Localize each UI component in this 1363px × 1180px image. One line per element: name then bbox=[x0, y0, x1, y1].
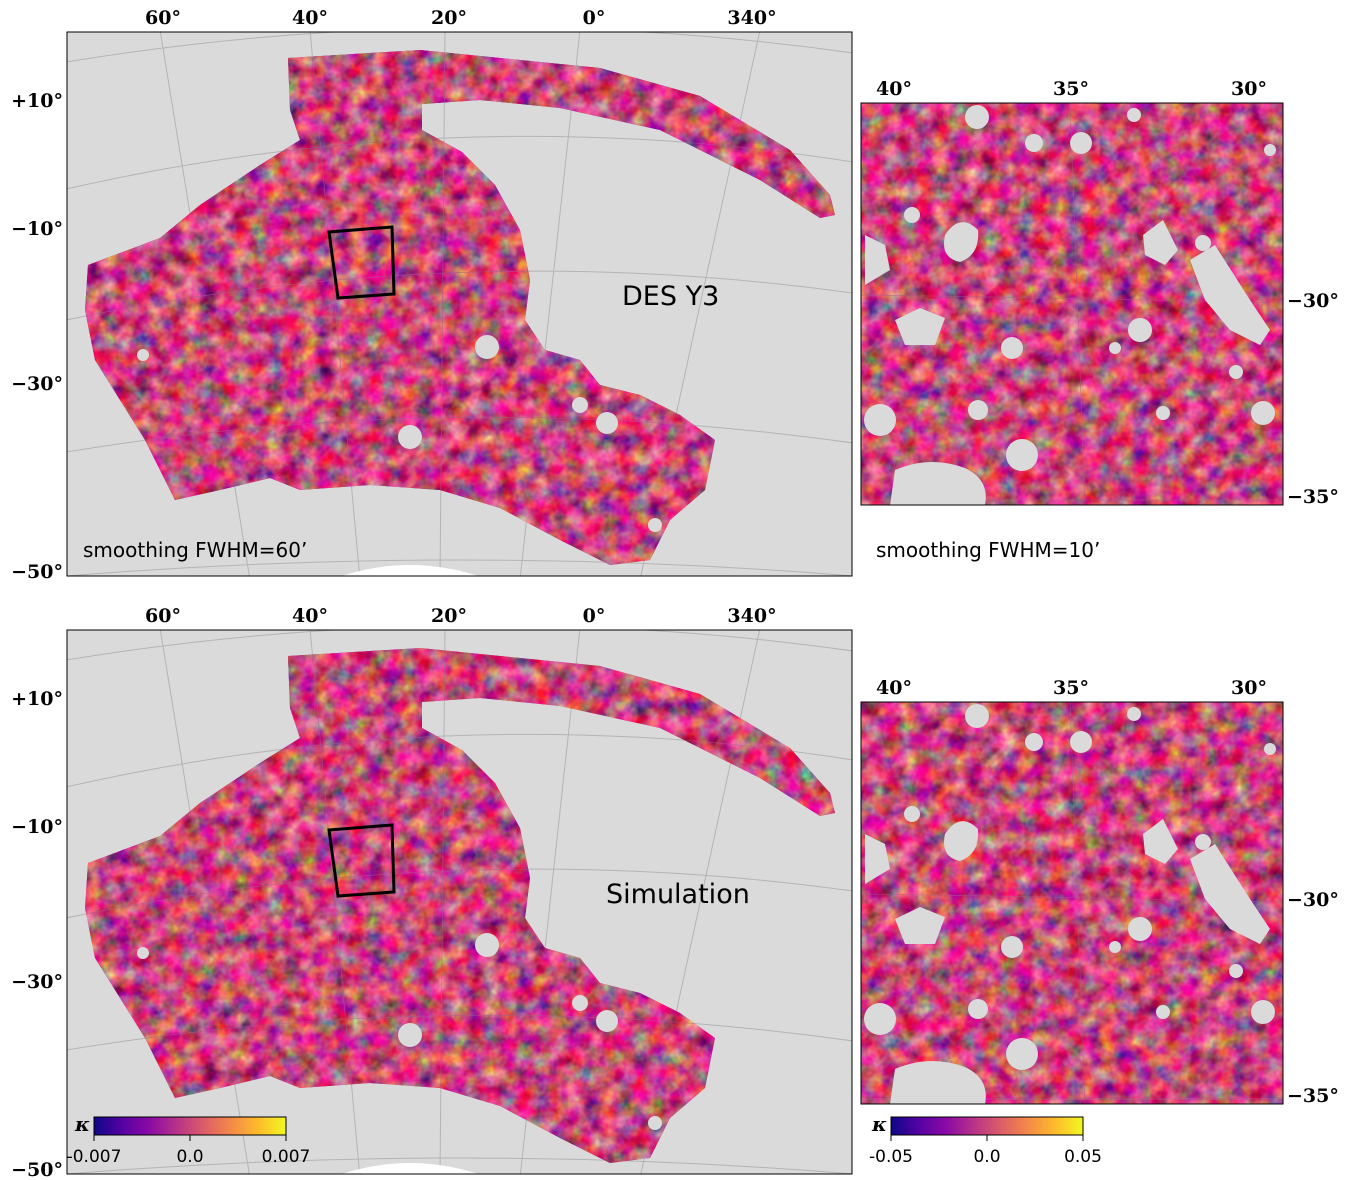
ra-tick-340: 340° bbox=[727, 605, 776, 627]
colorbar-tick-mid: 0.0 bbox=[176, 1147, 203, 1167]
colorbar-gradient bbox=[890, 1116, 1084, 1136]
ra-tick-40: 40° bbox=[292, 7, 328, 29]
zoom-smoothing-label: smoothing FWHM=10’ bbox=[876, 538, 1100, 562]
masked-holes bbox=[137, 335, 662, 532]
colorbar-tick-min: -0.007 bbox=[67, 1147, 122, 1167]
dec-tick-plus10: +10° bbox=[11, 688, 63, 710]
dec-tick-minus10: −10° bbox=[11, 816, 63, 838]
panel-label: DES Y3 bbox=[622, 281, 719, 312]
simulation-zoom-map: 40° 35° 30° −30° −35° κ -0.05 0.0 0.05 bbox=[860, 677, 1339, 1167]
map-frame bbox=[66, 629, 853, 1175]
zoom-ra-tick-30: 30° bbox=[1231, 78, 1267, 100]
zoom-ra-tick-35: 35° bbox=[1053, 677, 1089, 699]
zoom-ra-tick-40: 40° bbox=[876, 677, 912, 699]
dec-tick-minus30: −30° bbox=[11, 373, 63, 395]
simulation-wide-map: 60° 40° 20° 0° 340° +10° −10° −30° −50° … bbox=[11, 605, 853, 1180]
zoom-masked-holes bbox=[864, 105, 1276, 505]
dec-tick-minus30: −30° bbox=[11, 971, 63, 993]
colorbar-wide: κ -0.007 0.0 0.007 bbox=[67, 1112, 311, 1167]
colorbar-tick-min: -0.05 bbox=[869, 1147, 913, 1167]
colorbar-tick-max: 0.05 bbox=[1064, 1147, 1102, 1167]
dec-tick-minus50: −50° bbox=[11, 561, 63, 583]
zoom-dec-tick-minus30: −30° bbox=[1287, 889, 1339, 911]
dec-tick-plus10: +10° bbox=[11, 90, 63, 112]
smoothing-label: smoothing FWHM=60’ bbox=[83, 538, 307, 562]
des-y3-wide-map: 60° 40° 20° 0° 340° +10° −10° −30° −50° … bbox=[11, 7, 853, 583]
zoom-ra-tick-40: 40° bbox=[876, 78, 912, 100]
colorbar-tick-max: 0.007 bbox=[262, 1147, 311, 1167]
kappa-symbol: κ bbox=[871, 1112, 887, 1136]
colorbar-tick-mid: 0.0 bbox=[973, 1147, 1000, 1167]
ra-tick-40: 40° bbox=[292, 605, 328, 627]
zoom-frame bbox=[860, 102, 1284, 506]
ra-tick-20: 20° bbox=[431, 7, 467, 29]
zoom-dec-tick-minus35: −35° bbox=[1287, 1085, 1339, 1107]
ra-tick-0: 0° bbox=[583, 605, 606, 627]
zoom-dec-tick-minus35: −35° bbox=[1287, 486, 1339, 508]
zoom-region-box bbox=[327, 823, 396, 898]
ra-tick-60: 60° bbox=[145, 605, 181, 627]
ra-tick-20: 20° bbox=[431, 605, 467, 627]
des-y3-zoom-map: 40° 35° 30° −30° −35° smoothing FWHM=10’ bbox=[860, 78, 1339, 562]
colorbar-gradient bbox=[93, 1116, 287, 1136]
zoom-region-box bbox=[327, 225, 396, 300]
ra-tick-0: 0° bbox=[583, 7, 606, 29]
ra-tick-340: 340° bbox=[727, 7, 776, 29]
map-frame bbox=[66, 31, 853, 577]
zoom-ra-tick-35: 35° bbox=[1053, 78, 1089, 100]
dec-tick-minus10: −10° bbox=[11, 218, 63, 240]
ra-tick-60: 60° bbox=[145, 7, 181, 29]
kappa-symbol: κ bbox=[74, 1112, 90, 1136]
zoom-ra-tick-30: 30° bbox=[1231, 677, 1267, 699]
zoom-masked-holes bbox=[864, 704, 1276, 1104]
zoom-dec-tick-minus30: −30° bbox=[1287, 290, 1339, 312]
masked-holes bbox=[137, 933, 662, 1130]
zoom-frame bbox=[860, 701, 1284, 1105]
colorbar-zoom: κ -0.05 0.0 0.05 bbox=[869, 1112, 1102, 1167]
panel-label: Simulation bbox=[606, 879, 750, 910]
dec-tick-minus50: −50° bbox=[11, 1159, 63, 1180]
